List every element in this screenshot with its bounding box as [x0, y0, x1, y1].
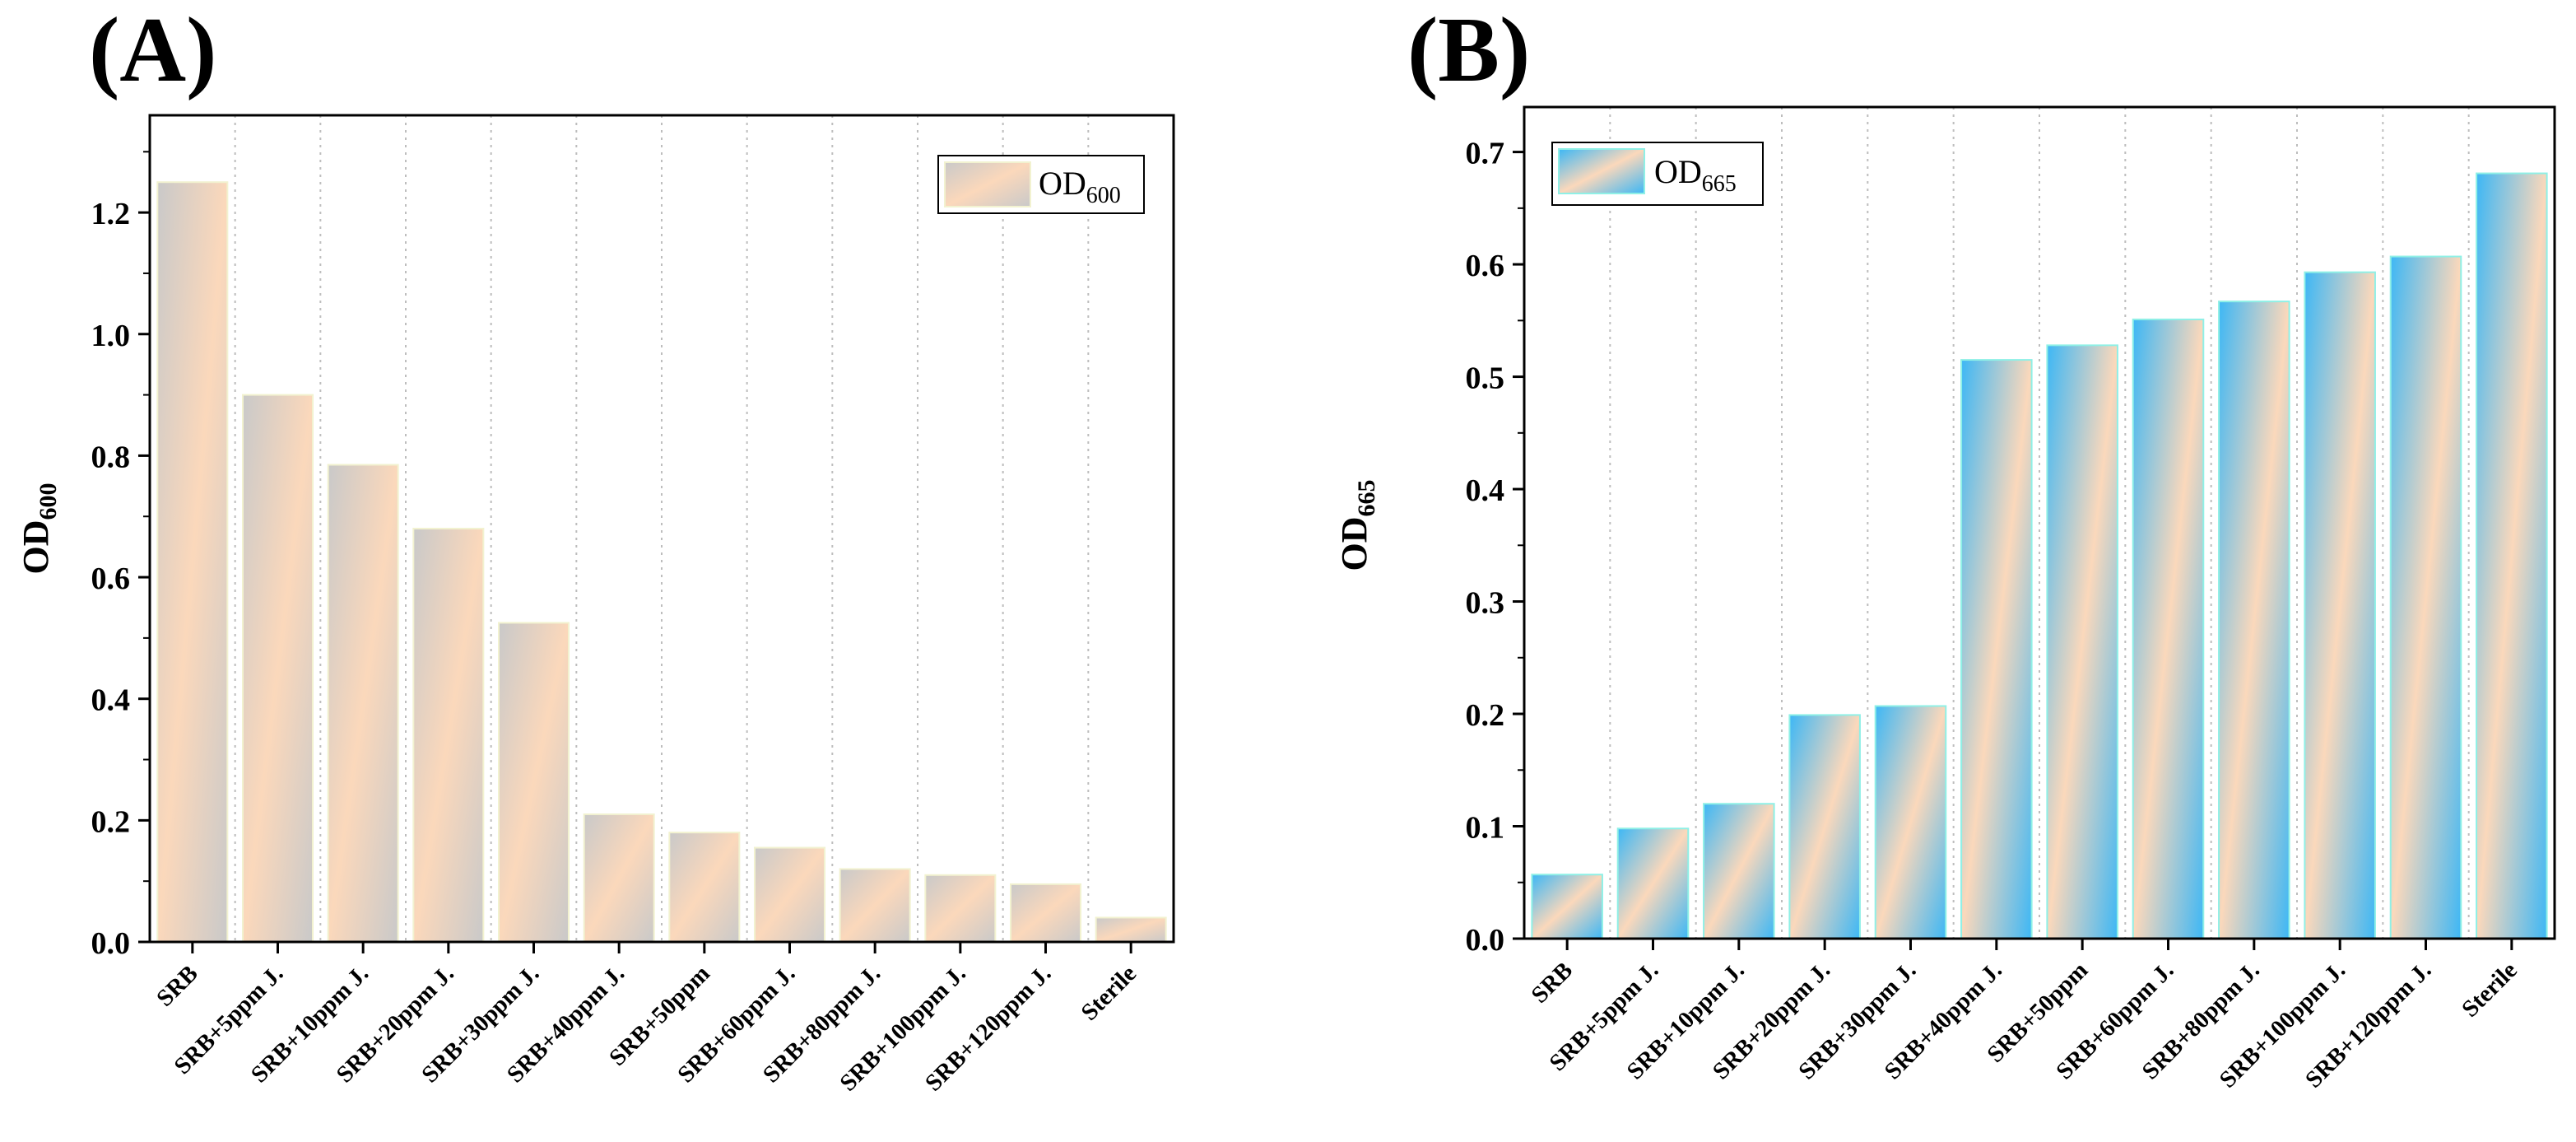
panel-a-bar — [924, 874, 997, 944]
panel-b-legend-sub: 665 — [1702, 171, 1737, 197]
panel-b-gridlines — [1609, 107, 2470, 939]
panel-a-bar — [1095, 916, 1167, 943]
panel-b-bar — [1874, 705, 1947, 939]
panel-a-bar — [242, 394, 314, 943]
panel-a-bars — [156, 181, 1167, 944]
panel-b-legend-label: OD — [1654, 153, 1702, 190]
panel-b-bar — [2476, 172, 2548, 939]
panel-a-bar — [498, 622, 570, 943]
panel-a-bar — [327, 464, 399, 943]
panel-a-legend: OD600 — [937, 155, 1145, 214]
panel-b-y-tick-label: 0.3 — [1466, 586, 1505, 621]
panel-a-x-tick-label: Sterile — [1076, 960, 1142, 1026]
panel-b-bars — [1531, 172, 2548, 940]
panel-a-y-axis: 0.0 0.2 0.4 0.6 0.8 1.0 1.2 — [91, 151, 150, 961]
panel-b-bar — [1788, 714, 1861, 939]
panel-b-bar — [1703, 803, 1775, 939]
panel-a-y-tick-label: 0.8 — [91, 440, 131, 474]
panel-a-y-tick-label: 0.2 — [91, 804, 131, 839]
panel-a-bar — [1010, 883, 1082, 943]
panel-b-y-tick-label: 0.4 — [1466, 473, 1505, 508]
panel-b-bar — [1531, 874, 1603, 939]
panel-b-x-tick-label: SRB — [1527, 957, 1579, 1009]
panel-b-bar — [2218, 301, 2290, 939]
panel-b-bar — [2132, 318, 2205, 939]
panel-b: (B) 0.0 0.1 0.2 0.3 0.4 0.5 0.6 0.7 SRBSRB+5ppm… — [1334, 0, 2556, 1093]
panel-b-bar — [2046, 344, 2118, 940]
panel-b-y-tick-label: 0.2 — [1466, 698, 1505, 733]
panel-b-x-tick-label: Sterile — [2457, 957, 2523, 1023]
panel-b-legend-swatch — [1558, 148, 1645, 194]
panel-b-y-tick-label: 0.0 — [1466, 923, 1505, 958]
panel-a-y-tick-label: 1.2 — [91, 197, 131, 231]
panel-a-y-tick-label: 0.6 — [91, 562, 131, 596]
panel-b-y-axis-title-sub: 665 — [1353, 480, 1380, 517]
panel-a-y-tick-label: 0.4 — [91, 683, 131, 718]
panel-a-plot-frame — [148, 114, 1175, 944]
panel-b-bar — [2304, 271, 2376, 939]
panel-a-y-axis-title: OD600 — [16, 483, 62, 575]
panel-b-label: (B) — [1407, 0, 1530, 101]
panel-b-legend-text: OD665 — [1654, 153, 1737, 197]
panel-b-y-tick-label: 0.5 — [1466, 361, 1505, 396]
panel-b-legend: OD665 — [1551, 142, 1764, 206]
panel-a-bar — [839, 868, 911, 944]
panel-b-y-axis-title: OD665 — [1334, 480, 1380, 571]
panel-a-y-tick-label: 1.0 — [91, 319, 131, 353]
panel-a-legend-label: OD — [1039, 165, 1086, 202]
panel-a-legend-sub: 600 — [1086, 183, 1121, 208]
panel-a-bar — [412, 528, 485, 943]
panel-a-legend-swatch — [944, 161, 1031, 207]
panel-a-bar — [583, 813, 655, 943]
panel-a-label: (A) — [89, 0, 216, 101]
panel-b-y-tick-label: 0.1 — [1466, 811, 1505, 846]
panel-a-bar — [668, 832, 741, 943]
panel-b-plot-frame — [1523, 105, 2556, 940]
panel-b-y-axis-title-main: OD — [1334, 517, 1374, 571]
panel-a-x-tick-label: SRB — [151, 960, 203, 1012]
panel-b-y-tick-label: 0.7 — [1466, 137, 1505, 171]
panel-b-bar — [2389, 255, 2462, 939]
panel-b-bar — [1960, 359, 2033, 939]
panel-a-y-axis-title-sub: 600 — [35, 483, 62, 520]
panel-a-bar — [156, 181, 229, 943]
panel-b-bar — [1616, 827, 1690, 939]
panel-a-legend-text: OD600 — [1039, 165, 1121, 208]
panel-b-y-tick-label: 0.6 — [1466, 249, 1505, 283]
panel-a-bar — [754, 846, 826, 943]
panel-b-y-axis: 0.0 0.1 0.2 0.3 0.4 0.5 0.6 0.7 — [1466, 137, 1524, 958]
panel-a-y-tick-label: 0.0 — [91, 926, 131, 961]
panel-a-y-axis-title-main: OD — [16, 520, 56, 575]
